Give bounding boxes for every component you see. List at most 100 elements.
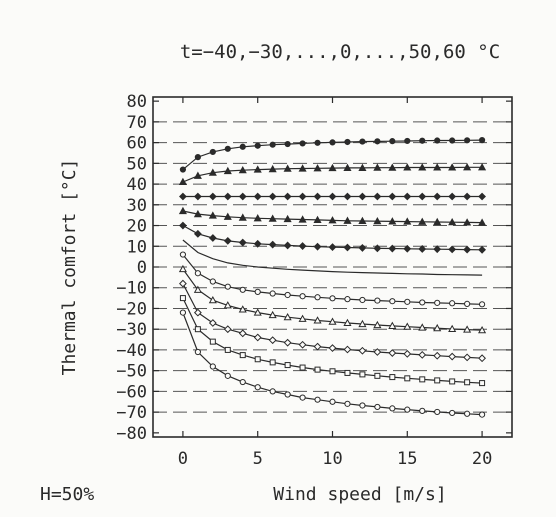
data-point-t-10 (253, 308, 262, 316)
x-tick-label: 10 (322, 449, 342, 469)
data-point-t50 (223, 166, 232, 175)
data-point-t40 (418, 192, 427, 201)
y-tick-label: 10 (127, 237, 147, 257)
data-point-t-40 (434, 408, 441, 416)
data-point-t20 (283, 241, 292, 250)
data-point-t30 (463, 218, 472, 226)
data-point-t0 (434, 299, 441, 306)
data-point-t-10 (283, 312, 292, 321)
y-tick-label: −60 (116, 382, 147, 402)
data-point-t-30 (434, 377, 441, 384)
data-point-t-40 (464, 410, 471, 417)
data-point-t-10 (478, 326, 487, 334)
data-point-t20 (373, 244, 382, 253)
data-point-t-40 (419, 407, 426, 414)
data-point-t-10 (373, 320, 382, 329)
data-point-t-40 (404, 406, 411, 413)
data-point-t-30 (254, 356, 261, 363)
data-point-t0 (209, 278, 216, 285)
chart-title: t=−40,−30,...,0,...,50,60 °C (180, 41, 500, 63)
data-point-t50 (298, 164, 307, 172)
y-tick-label: 50 (127, 154, 147, 174)
data-point-t40 (283, 192, 292, 201)
data-point-t40 (298, 192, 307, 201)
data-point-t-10 (193, 285, 202, 293)
y-tick-label: −70 (116, 403, 147, 423)
data-point-t20 (358, 244, 367, 252)
y-tick-label: 0 (137, 258, 147, 278)
data-point-t30 (208, 211, 217, 219)
y-tick-label: −80 (116, 424, 147, 444)
data-point-t20 (253, 239, 262, 248)
data-point-t40 (208, 192, 217, 201)
data-point-t0 (344, 296, 351, 303)
data-point-t-40 (478, 411, 486, 418)
data-point-t-20 (403, 349, 412, 358)
x-tick-label: 15 (397, 449, 417, 469)
data-point-t0 (284, 291, 291, 299)
data-point-t50 (253, 165, 262, 173)
data-point-t-20 (448, 352, 457, 361)
data-point-t60 (464, 137, 471, 144)
data-point-t60 (284, 140, 291, 148)
data-point-t-40 (254, 384, 261, 391)
data-point-t-20 (298, 340, 307, 349)
data-point-t30 (223, 212, 232, 220)
y-tick-label: −50 (116, 362, 147, 382)
data-point-t-10 (403, 322, 412, 330)
data-point-t20 (313, 242, 322, 251)
data-point-t-20 (433, 351, 442, 360)
data-point-t0 (464, 300, 471, 308)
data-point-t0 (419, 299, 426, 306)
data-point-t40 (433, 192, 442, 201)
data-point-t20 (418, 245, 427, 253)
data-point-t-30 (449, 378, 456, 385)
data-point-t-40 (449, 409, 456, 417)
data-point-t-20 (343, 345, 352, 354)
plot-area: −80−70−60−50−40−30−20−100102030405060708… (116, 92, 513, 469)
data-point-t30 (268, 214, 277, 222)
data-point-t0 (239, 286, 246, 293)
data-point-t-40 (299, 394, 306, 401)
data-point-t20 (223, 236, 232, 245)
data-point-t0 (359, 296, 366, 304)
data-point-t20 (403, 244, 412, 253)
data-point-t50 (328, 163, 337, 172)
data-point-t20 (193, 229, 202, 238)
data-point-t-30 (329, 368, 336, 375)
data-point-t40 (403, 192, 412, 201)
data-point-t-30 (464, 379, 471, 386)
data-point-t-30 (224, 346, 231, 353)
data-point-t20 (298, 242, 307, 250)
data-point-t60 (434, 137, 441, 144)
data-point-t-10 (463, 325, 472, 333)
data-point-t40 (238, 192, 247, 201)
data-point-t-20 (418, 350, 427, 359)
data-point-t50 (403, 163, 412, 171)
data-point-t40 (193, 192, 202, 201)
data-point-t0 (449, 300, 456, 307)
data-point-t0 (269, 290, 276, 297)
data-point-t60 (179, 166, 187, 173)
y-tick-label: 20 (127, 217, 147, 237)
data-point-t60 (299, 140, 306, 147)
data-point-t30 (178, 206, 187, 215)
data-point-t-30 (299, 364, 306, 371)
data-point-t-10 (238, 305, 247, 313)
data-point-t-30 (314, 366, 321, 373)
data-point-t50 (313, 164, 322, 172)
y-tick-label: 40 (127, 175, 147, 195)
data-point-t-30 (194, 326, 201, 333)
y-axis-label: Thermal comfort [°C] (59, 159, 80, 376)
data-point-t0 (299, 293, 306, 300)
data-point-t0 (314, 294, 321, 301)
data-point-t50 (418, 163, 427, 171)
data-point-t20 (343, 243, 352, 252)
data-point-t20 (208, 234, 217, 242)
data-point-t-20 (388, 349, 397, 357)
data-point-t60 (404, 137, 411, 145)
data-point-t60 (314, 139, 321, 146)
data-point-t60 (254, 142, 261, 149)
data-point-t30 (343, 216, 352, 224)
data-point-t50 (358, 163, 367, 171)
